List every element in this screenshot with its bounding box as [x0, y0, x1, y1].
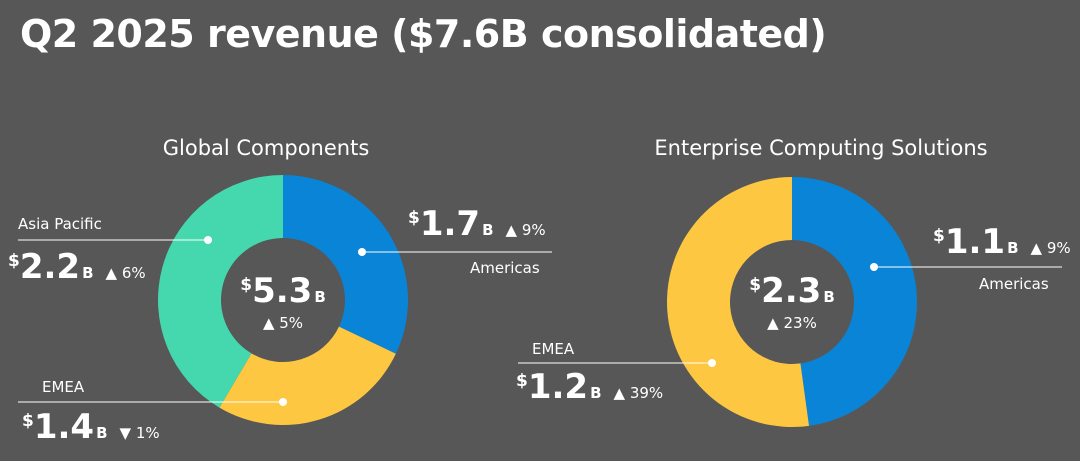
svg-text:$5.3B: $5.3 B	[240, 271, 326, 311]
enterprise-computing-solutions-center-unit: B	[823, 288, 834, 306]
enterprise-computing-solutions-emea-value-label: $1.2 B ▲ 39%	[516, 367, 663, 407]
global-components-asia-pacific-unit: B	[82, 264, 93, 282]
global-components-center-change: ▲ 5%	[263, 314, 303, 332]
enterprise-computing-solutions-americas-leader-dot	[870, 263, 878, 271]
enterprise-computing-solutions-emea-currency: $	[516, 371, 528, 391]
enterprise-computing-solutions-emea-unit: B	[590, 384, 601, 402]
global-components-slice-emea	[219, 326, 396, 426]
global-components-americas-change: ▲ 9%	[506, 221, 546, 239]
enterprise-computing-solutions-center-currency: $	[749, 275, 761, 295]
enterprise-computing-solutions-center-total: $2.3 B ▲ 23%	[749, 271, 835, 332]
global-components-slice-asia-pacific	[158, 175, 283, 408]
global-components-asia-pacific-value: 2.2	[20, 247, 80, 287]
global-components-emea-currency: $	[22, 411, 34, 431]
global-components-center-unit: B	[314, 288, 325, 306]
global-components-title: Global Components	[163, 136, 370, 160]
global-components-emea-leader-dot	[279, 398, 287, 406]
global-components-emea-region-name: EMEA	[42, 378, 85, 396]
global-components-slice-americas	[283, 175, 408, 354]
enterprise-computing-solutions-title: Enterprise Computing Solutions	[654, 136, 987, 160]
svg-text:$1.7B▲ 9%: $1.7 B ▲ 9%	[408, 204, 546, 244]
svg-text:$2.3B: $2.3 B	[749, 271, 835, 311]
global-components-center-value: 5.3	[252, 271, 312, 311]
global-components-asia-pacific-region-name: Asia Pacific	[18, 215, 102, 233]
svg-text:$2.2B▲ 6%: $2.2 B ▲ 6%	[8, 247, 146, 287]
global-components-emea-value-label: $1.4 B ▼ 1%	[22, 407, 160, 447]
enterprise-computing-solutions-americas-region-name: Americas	[979, 275, 1049, 293]
enterprise-computing-solutions-emea-change: ▲ 39%	[614, 384, 664, 402]
global-components-asia-pacific-value-label: $2.2 B ▲ 6%	[8, 247, 146, 287]
enterprise-computing-solutions-emea-value: 1.2	[528, 367, 588, 407]
global-components-emea-value: 1.4	[34, 407, 94, 447]
global-components-americas-region-name: Americas	[470, 259, 540, 277]
global-components-americas-unit: B	[482, 221, 493, 239]
enterprise-computing-solutions-americas-value-label: $1.1 B ▲ 9%	[933, 222, 1071, 262]
enterprise-computing-solutions-slice-emea	[667, 177, 810, 427]
enterprise-computing-solutions-americas-unit: B	[1007, 239, 1018, 257]
page-title: Q2 2025 revenue ($7.6B consolidated)	[20, 12, 827, 56]
global-components-asia-pacific-currency: $	[8, 251, 20, 271]
enterprise-computing-solutions-emea-leader-dot	[708, 359, 716, 367]
global-components-emea-change: ▼ 1%	[120, 424, 160, 442]
enterprise-computing-solutions-americas-value: 1.1	[945, 222, 1005, 262]
global-components-asia-pacific-leader-dot	[204, 236, 212, 244]
global-components-americas-value-label: $1.7 B ▲ 9%	[408, 204, 546, 244]
global-components-americas-leader-dot	[358, 248, 366, 256]
enterprise-computing-solutions-americas-currency: $	[933, 226, 945, 246]
svg-text:$1.2B▲ 39%: $1.2 B ▲ 39%	[516, 367, 663, 407]
global-components-americas-currency: $	[408, 208, 420, 228]
enterprise-computing-solutions-slice-americas	[792, 177, 918, 426]
global-components-asia-pacific-change: ▲ 6%	[106, 264, 146, 282]
global-components-americas-value: 1.7	[420, 204, 480, 244]
enterprise-computing-solutions-emea-region-name: EMEA	[532, 340, 575, 358]
enterprise-computing-solutions-center-value: 2.3	[761, 271, 821, 311]
enterprise-computing-solutions-americas-change: ▲ 9%	[1031, 239, 1071, 257]
global-components-emea-unit: B	[96, 424, 107, 442]
svg-text:$1.1B▲ 9%: $1.1 B ▲ 9%	[933, 222, 1071, 262]
global-components-center-total: $5.3 B ▲ 5%	[240, 271, 326, 332]
enterprise-computing-solutions-center-change: ▲ 23%	[767, 314, 817, 332]
svg-text:$1.4B▼ 1%: $1.4 B ▼ 1%	[22, 407, 160, 447]
global-components-center-currency: $	[240, 275, 252, 295]
